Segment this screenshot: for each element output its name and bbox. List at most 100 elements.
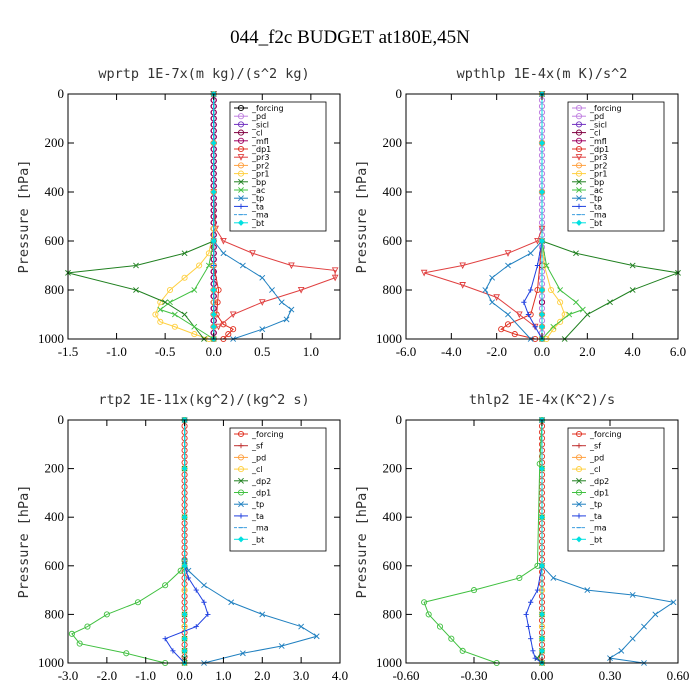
panel-title: wprtp 1E-7x(m kg)/(s^2 kg) bbox=[98, 66, 309, 82]
data-point bbox=[229, 311, 237, 319]
data-point bbox=[181, 635, 188, 642]
legend-marker bbox=[237, 104, 245, 112]
data-point bbox=[538, 237, 546, 245]
legend-label: _ta bbox=[589, 512, 602, 521]
series-dp1 bbox=[421, 416, 546, 667]
legend-label: _bp bbox=[589, 178, 604, 187]
panel-title: thlp2 1E-4x(K^2)/s bbox=[469, 392, 615, 408]
data-point bbox=[489, 274, 496, 281]
legend-label: _bt bbox=[589, 219, 602, 228]
data-point bbox=[201, 582, 207, 589]
data-point bbox=[171, 311, 178, 318]
series-tp bbox=[181, 417, 320, 666]
data-point bbox=[84, 623, 91, 630]
legend-entry: _pd bbox=[572, 112, 604, 121]
legend-entry: _ma bbox=[572, 211, 607, 220]
data-point bbox=[532, 655, 538, 661]
legend-entry: _forcing bbox=[234, 430, 284, 439]
legend-entry: _dp2 bbox=[572, 477, 609, 486]
y-tick-label: 1000 bbox=[376, 655, 402, 670]
legend-marker bbox=[576, 187, 582, 193]
data-point bbox=[534, 262, 541, 269]
data-point bbox=[584, 311, 591, 318]
legend-label: _ma bbox=[251, 211, 269, 220]
data-point bbox=[538, 323, 546, 330]
legend-marker bbox=[575, 430, 583, 438]
legend-marker bbox=[575, 536, 583, 543]
data-point bbox=[298, 623, 305, 630]
series-ta bbox=[162, 417, 211, 666]
legend-entry: _bt bbox=[234, 535, 264, 544]
legend-entry: _bt bbox=[572, 219, 602, 228]
legend-label: _sf bbox=[251, 442, 263, 451]
data-point bbox=[162, 636, 168, 642]
data-point bbox=[215, 323, 222, 331]
data-point bbox=[505, 262, 511, 269]
legend-label: _ma bbox=[589, 211, 607, 220]
legend-label: _pd bbox=[589, 453, 604, 462]
legend-label: _bt bbox=[251, 219, 264, 228]
legend-entry: _cl bbox=[234, 465, 263, 474]
legend-marker bbox=[575, 454, 583, 461]
legend-entry: _pd bbox=[234, 453, 266, 462]
legend-marker bbox=[576, 178, 582, 185]
legend-label: _sicl bbox=[251, 120, 269, 129]
legend-marker bbox=[575, 121, 583, 128]
data-point bbox=[170, 648, 176, 654]
legend-marker bbox=[238, 203, 244, 209]
data-point bbox=[525, 311, 531, 318]
data-point bbox=[181, 250, 188, 257]
data-point bbox=[239, 650, 246, 657]
data-point bbox=[538, 465, 546, 472]
data-point bbox=[249, 250, 256, 257]
legend-entry: _pr3 bbox=[234, 153, 269, 162]
legend-marker bbox=[575, 137, 583, 144]
x-tick-label: 0.0 bbox=[206, 344, 222, 359]
legend-label: _cl bbox=[589, 129, 601, 138]
data-point bbox=[538, 139, 546, 147]
data-point bbox=[162, 582, 169, 589]
data-point bbox=[103, 611, 110, 618]
y-tick-label: 800 bbox=[45, 282, 65, 297]
legend-marker bbox=[237, 113, 245, 120]
legend-entry: _cl bbox=[234, 129, 263, 138]
series-line bbox=[541, 94, 566, 340]
data-point bbox=[212, 225, 219, 233]
legend-label: _dp2 bbox=[251, 477, 271, 486]
legend-marker bbox=[238, 443, 244, 449]
legend-marker bbox=[237, 489, 245, 496]
data-point bbox=[210, 139, 217, 147]
data-point bbox=[205, 611, 211, 617]
x-tick-label: -4.0 bbox=[441, 344, 462, 359]
data-point bbox=[550, 323, 557, 330]
legend-marker bbox=[238, 477, 244, 484]
legend-marker bbox=[576, 443, 582, 449]
series-line bbox=[423, 419, 543, 664]
legend-entry: _dp1 bbox=[572, 489, 609, 498]
y-tick-label: 0 bbox=[396, 86, 403, 101]
legend-marker bbox=[238, 513, 244, 519]
data-point bbox=[297, 286, 305, 294]
data-point bbox=[68, 630, 75, 637]
data-point bbox=[191, 323, 198, 330]
legend-label: _pr2 bbox=[589, 161, 607, 170]
data-point bbox=[670, 599, 677, 606]
legend-label: _forcing bbox=[589, 104, 622, 113]
legend-label: _pr1 bbox=[251, 170, 269, 179]
series-ta bbox=[521, 91, 545, 342]
data-point bbox=[181, 611, 188, 618]
legend-marker bbox=[576, 501, 582, 508]
legend-entry: _tp bbox=[234, 500, 264, 509]
legend-entry: _dp1 bbox=[234, 145, 271, 154]
data-point bbox=[493, 294, 500, 301]
y-tick-label: 400 bbox=[383, 509, 403, 524]
panel-title: wpthlp 1E-4x(m K)/s^2 bbox=[457, 66, 628, 82]
x-tick-label: -2.0 bbox=[486, 344, 507, 359]
legend-label: _pd bbox=[251, 112, 266, 121]
legend-entry: _dp1 bbox=[234, 489, 271, 498]
legend-marker bbox=[575, 154, 583, 161]
legend-entry: _tp bbox=[234, 194, 264, 203]
y-tick-label: 0 bbox=[58, 412, 65, 427]
x-tick-label: -6.0 bbox=[396, 344, 417, 359]
legend-marker bbox=[237, 162, 245, 169]
